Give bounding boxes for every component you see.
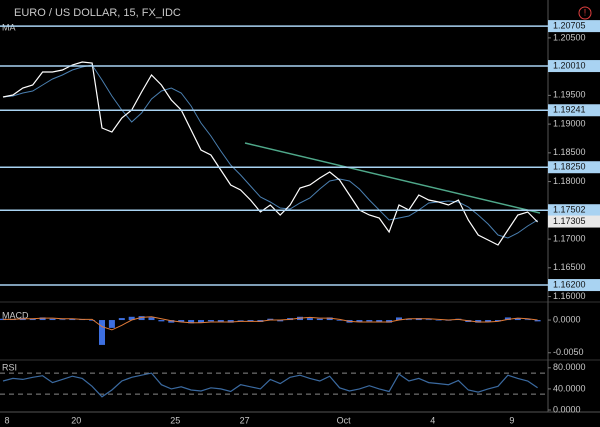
y-tick-label: 1.19500: [553, 90, 586, 100]
macd-bar: [39, 317, 46, 321]
level-label: 1.20705: [553, 20, 586, 30]
macd-bar: [425, 319, 432, 321]
level-label-box: [548, 104, 600, 117]
y-tick-label: -0.0050: [553, 347, 584, 357]
rsi-label: RSI: [2, 362, 17, 372]
price-line: [2, 64, 538, 239]
signal-line: [3, 316, 538, 331]
x-tick-label: 9: [509, 415, 514, 425]
macd-bar: [108, 320, 115, 328]
y-tick-label: 80.0000: [553, 362, 586, 372]
macd-bar: [534, 320, 541, 322]
macd-bar: [227, 320, 234, 323]
y-tick-label: 1.19000: [553, 118, 586, 128]
level-label-box: [548, 204, 600, 217]
level-label: 1.20010: [553, 60, 586, 70]
macd-bar: [336, 320, 343, 321]
y-tick-label: 1.16000: [553, 291, 586, 301]
macd-bar: [89, 320, 96, 321]
chart-title: EURO / US DOLLAR, 15, FX_IDC: [14, 7, 181, 19]
macd-bar: [178, 320, 185, 323]
x-tick-label: Oct: [337, 415, 352, 425]
macd-bar: [99, 320, 105, 345]
macd-bar: [148, 317, 155, 321]
price-line: [2, 61, 539, 246]
ma-label: MA: [2, 22, 16, 32]
level-label-box: [548, 60, 600, 73]
macd-bar: [316, 318, 323, 321]
y-tick-label: 1.20500: [553, 32, 586, 42]
y-tick-label: 1.17000: [553, 233, 586, 243]
level-label: 1.18250: [553, 162, 586, 172]
level-label: 1.19241: [553, 105, 586, 115]
macd-bar: [217, 320, 224, 323]
macd-bar: [396, 317, 402, 321]
macd-bar: [366, 320, 373, 322]
macd-bar: [485, 320, 492, 323]
macd-bar: [49, 318, 56, 321]
level-label-box: [548, 20, 600, 33]
x-tick-label: 8: [4, 415, 9, 425]
macd-bar: [524, 319, 531, 321]
level-label: 1.17502: [553, 205, 586, 215]
macd-bar: [475, 320, 482, 323]
macd-bar: [207, 320, 214, 322]
last-price-label: 1.17305: [553, 216, 586, 226]
macd-bar: [495, 320, 501, 322]
y-tick-label: 0.0000: [553, 314, 581, 324]
level-label-box: [548, 161, 600, 174]
last-price-box: [548, 215, 600, 228]
x-tick-label: 27: [240, 415, 250, 425]
macd-bar: [386, 320, 393, 323]
macd-bar: [247, 320, 254, 322]
macd-bar: [376, 320, 383, 323]
trend-line: [244, 142, 541, 214]
macd-bar: [356, 320, 363, 323]
macd-label: MACD: [2, 310, 29, 320]
macd-bar: [514, 318, 521, 321]
macd-bar: [128, 316, 135, 321]
macd-bar: [59, 319, 66, 321]
macd-bar: [326, 317, 333, 321]
macd-bar: [277, 320, 284, 322]
y-tick-label: 40.0000: [553, 383, 586, 393]
alert-icon[interactable]: [578, 6, 592, 20]
y-tick-label: 1.18000: [553, 176, 586, 186]
macd-bar: [188, 320, 195, 324]
macd-bar: [168, 320, 175, 323]
macd-bar: [306, 318, 313, 321]
y-tick-label: 1.16500: [553, 262, 586, 272]
macd-bar: [198, 320, 204, 323]
level-label-box: [548, 279, 600, 292]
x-tick-label: 4: [430, 415, 435, 425]
macd-bar: [435, 320, 442, 321]
macd-bar: [405, 319, 412, 321]
macd-bar: [504, 317, 511, 321]
x-tick-label: 20: [71, 415, 81, 425]
macd-bar: [158, 320, 165, 322]
macd-bar: [29, 318, 36, 321]
y-tick-label: 0.0000: [553, 404, 581, 414]
macd-bar: [118, 318, 125, 321]
macd-bar: [267, 318, 274, 321]
x-tick-label: 25: [170, 415, 180, 425]
rsi-line: [2, 372, 538, 398]
macd-bar: [237, 320, 244, 321]
y-tick-label: 1.18500: [553, 147, 586, 157]
macd-bar: [138, 316, 145, 321]
alert-mark: !: [584, 7, 587, 17]
level-label: 1.16200: [553, 279, 586, 289]
macd-bar: [69, 318, 76, 321]
